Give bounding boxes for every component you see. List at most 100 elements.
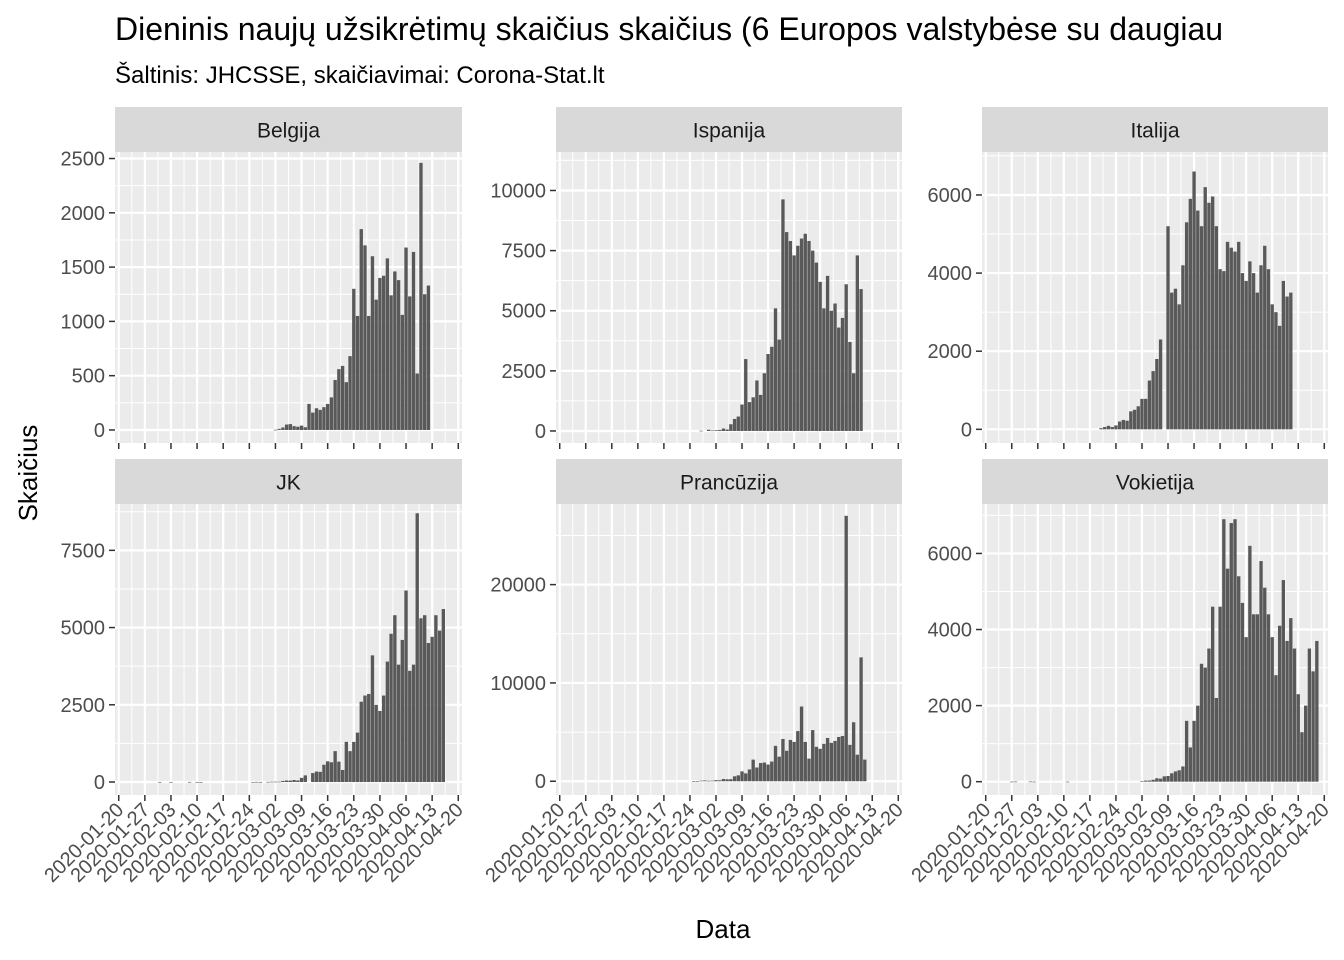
bar: [337, 761, 341, 783]
bar: [1225, 241, 1230, 430]
y-tick-label: 0: [94, 420, 105, 442]
bar: [344, 741, 349, 783]
bar: [266, 781, 270, 783]
bar: [311, 412, 315, 430]
bar: [426, 643, 431, 783]
bar: [303, 427, 307, 430]
bar: [299, 425, 304, 430]
bar: [329, 397, 334, 430]
bar: [822, 743, 826, 782]
bar: [710, 430, 714, 432]
bar: [710, 780, 714, 782]
bar: [296, 426, 300, 430]
bar: [699, 780, 703, 782]
bar: [691, 781, 696, 782]
facet-label: Italija: [1130, 120, 1179, 143]
bar: [1151, 779, 1155, 782]
y-tick-label: 6000: [928, 185, 973, 207]
bar: [1196, 210, 1200, 430]
bar: [1173, 771, 1178, 782]
bar: [408, 296, 412, 430]
y-tick-label: 20000: [490, 575, 546, 597]
bar: [721, 778, 726, 782]
bar: [378, 277, 382, 430]
bar: [1177, 770, 1181, 782]
bar: [1136, 406, 1140, 430]
bar: [1117, 421, 1122, 430]
bar: [732, 776, 737, 782]
y-tick-label: 500: [72, 366, 105, 388]
bar: [199, 781, 203, 783]
bar: [1263, 245, 1267, 430]
bar: [284, 424, 289, 430]
bar: [1099, 428, 1103, 430]
bar: [758, 763, 763, 782]
bar: [385, 258, 390, 430]
y-tick-label: 0: [94, 772, 105, 794]
facet-strip: [982, 107, 1328, 152]
bar: [359, 701, 363, 783]
bar: [1013, 781, 1018, 783]
bar: [340, 365, 345, 430]
bar: [303, 775, 307, 783]
bar: [1259, 265, 1263, 430]
bar: [333, 380, 337, 430]
bar: [1255, 614, 1259, 782]
bar: [1237, 576, 1241, 782]
bar: [1270, 637, 1274, 782]
bar: [400, 639, 404, 783]
bar: [340, 769, 345, 783]
bar: [273, 781, 278, 783]
bar: [404, 247, 408, 430]
bar: [1106, 425, 1111, 430]
bar: [1277, 625, 1282, 782]
bar: [1207, 202, 1211, 430]
bar: [393, 615, 397, 783]
bar: [396, 664, 401, 783]
y-tick-label: 7500: [502, 241, 547, 263]
bar: [374, 704, 378, 783]
bar: [419, 162, 423, 430]
bar: [344, 382, 349, 430]
y-tick-label: 4000: [928, 620, 973, 642]
bar: [1225, 568, 1230, 782]
bar: [1203, 187, 1207, 430]
facet-1: Belgija 0 500 1000 1500 2000 2500: [61, 107, 462, 449]
bar: [1233, 251, 1237, 430]
bar: [1032, 781, 1036, 783]
bar: [855, 255, 860, 431]
facet-2: Ispanija 0 2500 5000 7500 10000: [490, 107, 902, 449]
bar: [1188, 747, 1193, 782]
bar: [1289, 292, 1293, 430]
bar: [1110, 426, 1114, 430]
bar: [818, 281, 822, 431]
bar: [1240, 602, 1245, 782]
bar: [825, 275, 830, 431]
facet-panels: Belgija 0 500 1000 1500 2000 2500 Ispanija 0 2500…: [40, 107, 1334, 887]
facet-label: Vokietija: [1116, 472, 1195, 495]
bar: [833, 740, 837, 782]
bar: [1251, 614, 1256, 782]
bar: [770, 346, 774, 431]
y-tick-label: 0: [535, 421, 546, 443]
bar: [744, 359, 748, 431]
bar: [729, 424, 733, 431]
bar: [415, 513, 419, 783]
bar: [714, 780, 718, 782]
facet-strip: [556, 107, 902, 152]
bar: [437, 630, 442, 783]
bar: [851, 722, 856, 782]
bar: [1132, 409, 1137, 430]
bar: [322, 764, 326, 783]
bar: [699, 430, 703, 432]
bar: [374, 299, 378, 430]
bar: [725, 429, 729, 431]
bar: [258, 781, 263, 783]
bar: [792, 255, 796, 431]
bar: [1255, 292, 1259, 430]
bar: [848, 341, 852, 431]
bar: [314, 408, 319, 430]
bar: [307, 403, 311, 430]
bar: [1251, 273, 1256, 430]
bar: [277, 781, 281, 783]
